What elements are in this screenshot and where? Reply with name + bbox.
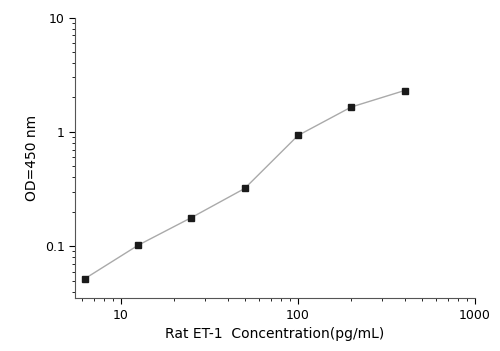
X-axis label: Rat ET-1  Concentration(pg/mL): Rat ET-1 Concentration(pg/mL) xyxy=(166,327,384,341)
Y-axis label: OD=450 nm: OD=450 nm xyxy=(25,115,39,201)
